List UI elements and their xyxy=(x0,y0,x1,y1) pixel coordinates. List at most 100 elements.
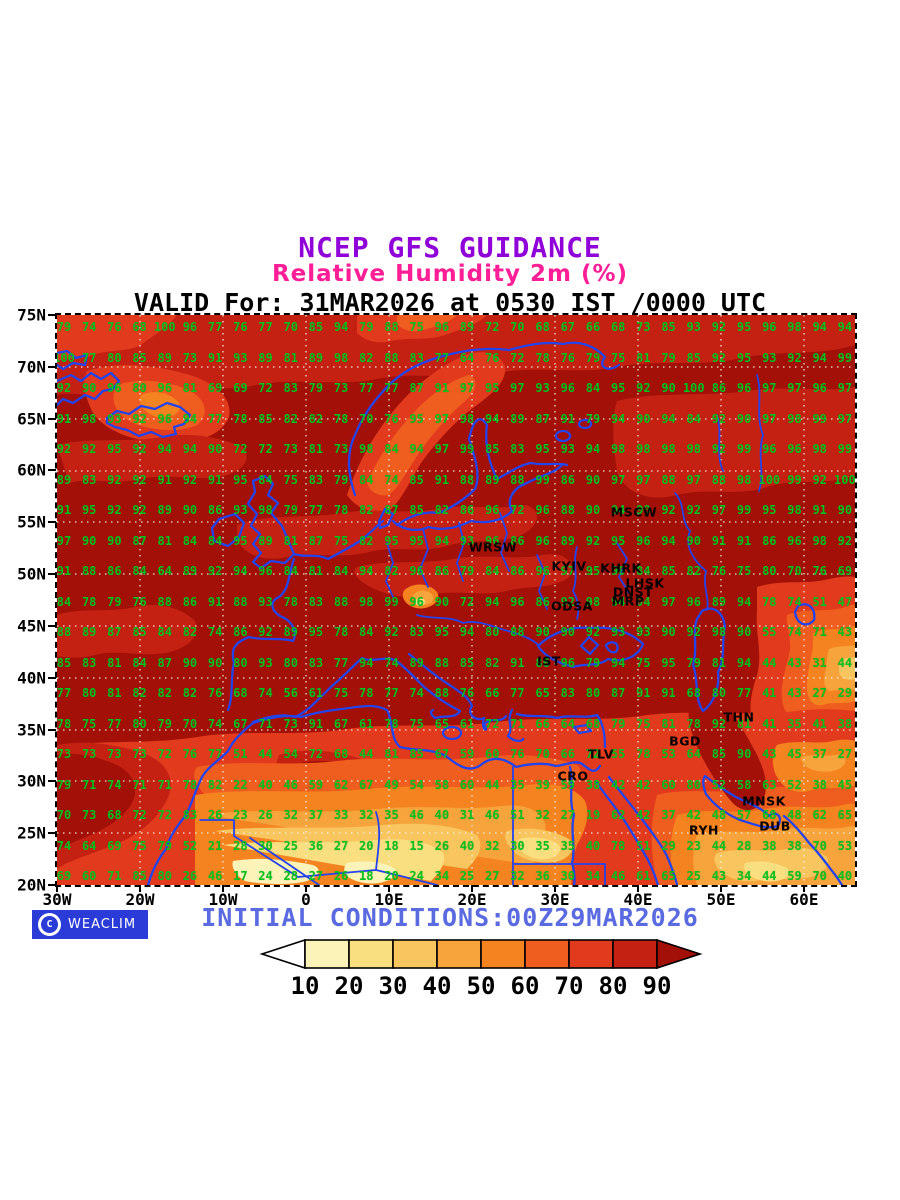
rh-value: 83 xyxy=(81,472,97,487)
lon-axis-label: 0 xyxy=(301,890,311,909)
colorbar-cell xyxy=(348,939,394,969)
colorbar-label: 40 xyxy=(423,972,452,1000)
initial-conditions-line: INITIAL CONDITIONS:00Z29MAR2026 xyxy=(201,903,699,932)
rh-value: 32 xyxy=(510,869,525,883)
rh-value: 87 xyxy=(610,686,626,700)
rh-value: 96 xyxy=(484,533,500,548)
rh-value: 95 xyxy=(384,533,399,548)
rh-value: 60 xyxy=(459,777,475,792)
rh-value: 74 xyxy=(787,625,802,639)
rh-value: 83 xyxy=(409,350,424,365)
rh-value: 93 xyxy=(258,655,273,670)
rh-value: 85 xyxy=(132,625,147,639)
rh-value: 82 xyxy=(132,686,147,700)
valid-time-line: VALID For: 31MAR2026 at 0530 IST /0000 U… xyxy=(133,288,767,317)
rh-value: 89 xyxy=(81,625,97,639)
rh-value: 25 xyxy=(283,838,298,853)
rh-value: 28 xyxy=(233,838,248,853)
rh-value: 52 xyxy=(711,777,727,792)
rh-value: 91 xyxy=(636,686,651,700)
rh-value: 78 xyxy=(762,594,777,609)
rh-value: 95 xyxy=(585,564,601,578)
rh-value: 68 xyxy=(132,320,147,334)
rh-value: 34 xyxy=(736,869,752,883)
rh-value: 89 xyxy=(510,411,525,426)
rh-value: 74 xyxy=(207,716,223,731)
rh-value: 85 xyxy=(711,747,727,761)
rh-value: 80 xyxy=(585,686,601,700)
colorbar-cell xyxy=(480,939,526,969)
rh-value: 41 xyxy=(762,716,777,731)
colorbar-label: 70 xyxy=(555,972,584,1000)
rh-value: 100 xyxy=(758,472,781,487)
rh-value: 80 xyxy=(81,686,97,700)
rh-value: 94 xyxy=(484,411,500,426)
lon-axis-tick xyxy=(637,885,639,892)
rh-value: 34 xyxy=(585,869,601,883)
rh-value: 76 xyxy=(107,320,122,334)
rh-value: 96 xyxy=(157,381,172,395)
rh-value: 78 xyxy=(359,686,374,700)
rh-value: 51 xyxy=(636,838,651,853)
rh-value: 77 xyxy=(207,411,223,426)
rh-value: 72 xyxy=(132,808,147,822)
rh-value: 84 xyxy=(333,564,349,578)
rh-value: 67 xyxy=(560,320,576,334)
rh-value: 42 xyxy=(610,777,626,792)
rh-value: 59 xyxy=(459,747,475,761)
rh-value: 81 xyxy=(283,350,298,365)
rh-value: 97 xyxy=(837,411,853,426)
rh-value: 20 xyxy=(384,869,399,883)
rh-value: 80 xyxy=(132,381,147,395)
rh-value: 71 xyxy=(107,869,122,883)
rh-value: 31 xyxy=(459,808,475,822)
rh-value: 94 xyxy=(736,594,752,609)
rh-value: 64 xyxy=(686,747,701,761)
rh-value: 51 xyxy=(510,808,525,822)
rh-value: 69 xyxy=(107,838,122,853)
rh-value: 27 xyxy=(560,808,576,822)
rh-value: 72 xyxy=(157,808,172,822)
rh-value: 43 xyxy=(787,655,802,670)
rh-value: 99 xyxy=(736,442,752,456)
rh-value: 78 xyxy=(57,716,72,731)
rh-value: 46 xyxy=(283,777,298,792)
rh-value: 18 xyxy=(359,869,374,883)
rh-value: 94 xyxy=(182,442,198,456)
rh-value: 75 xyxy=(409,320,424,334)
rh-value: 32 xyxy=(535,808,550,822)
rh-value: 76 xyxy=(484,350,500,365)
copyright-icon: C xyxy=(38,913,61,936)
rh-value: 72 xyxy=(258,442,273,456)
rh-value: 75 xyxy=(409,716,424,731)
rh-value: 81 xyxy=(308,564,324,578)
rh-value: 64 xyxy=(459,350,475,365)
rh-value: 98 xyxy=(333,350,349,365)
colorbar-cell xyxy=(524,939,570,969)
rh-value: 81 xyxy=(736,716,752,731)
rh-value: 23 xyxy=(686,838,701,853)
rh-value: 19 xyxy=(585,808,601,822)
rh-value: 92 xyxy=(711,411,727,426)
rh-value: 94 xyxy=(610,594,626,609)
rh-value: 29 xyxy=(661,838,676,853)
rh-value: 96 xyxy=(560,655,576,670)
rh-value: 28 xyxy=(736,838,752,853)
rh-value: 76 xyxy=(560,350,576,365)
rh-value: 70 xyxy=(535,747,550,761)
rh-value: 91 xyxy=(736,533,752,548)
rh-value: 71 xyxy=(81,777,97,792)
rh-value: 92 xyxy=(81,442,97,456)
coastlines xyxy=(55,341,844,887)
rh-value: 97 xyxy=(636,472,651,487)
colorbar-cell xyxy=(436,939,482,969)
rh-value: 78 xyxy=(333,625,349,639)
rh-value: 85 xyxy=(409,472,424,487)
rh-value: 88 xyxy=(459,472,475,487)
rh-value: 90 xyxy=(207,442,223,456)
rh-value: 96 xyxy=(812,381,827,395)
lat-axis-label: 45N xyxy=(17,616,46,636)
rh-value: 77 xyxy=(207,747,223,761)
rh-value: 69 xyxy=(233,381,248,395)
rh-value: 77 xyxy=(434,350,450,365)
